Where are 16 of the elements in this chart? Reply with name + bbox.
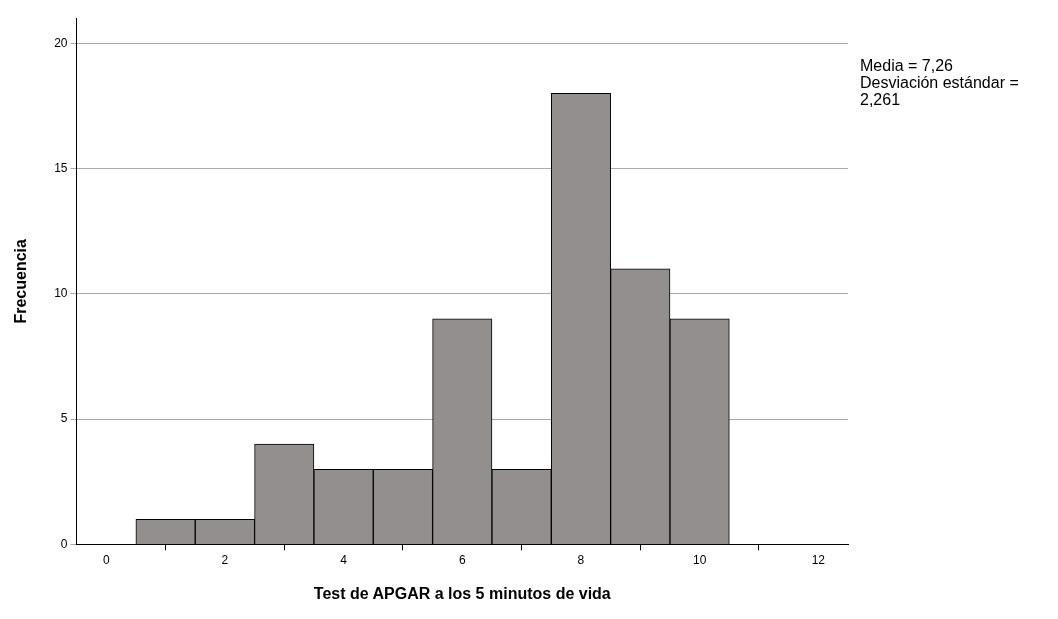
- x-tick-label: 6: [458, 552, 466, 567]
- y-tick-label: 10: [54, 286, 68, 301]
- y-tick-label: 5: [60, 411, 68, 426]
- y-tick-label: 0: [60, 536, 68, 551]
- x-tick-label: 0: [102, 552, 110, 567]
- y-tick-label: 15: [54, 160, 68, 175]
- x-tick-label: 8: [577, 552, 585, 567]
- text: Media = 7,26: [860, 56, 954, 74]
- x-tick-label: 10: [692, 552, 707, 567]
- y-axis-title: Frecuencia: [12, 238, 30, 324]
- x-tick-label: 2: [221, 552, 229, 567]
- x-tick-label: 12: [811, 552, 826, 567]
- x-axis-title: Test de APGAR a los 5 minutos de vida: [313, 584, 611, 602]
- y-tick-label: 20: [54, 35, 68, 50]
- x-tick-label: 4: [340, 552, 348, 567]
- text: Desviación estándar = 2,261: [860, 73, 1019, 108]
